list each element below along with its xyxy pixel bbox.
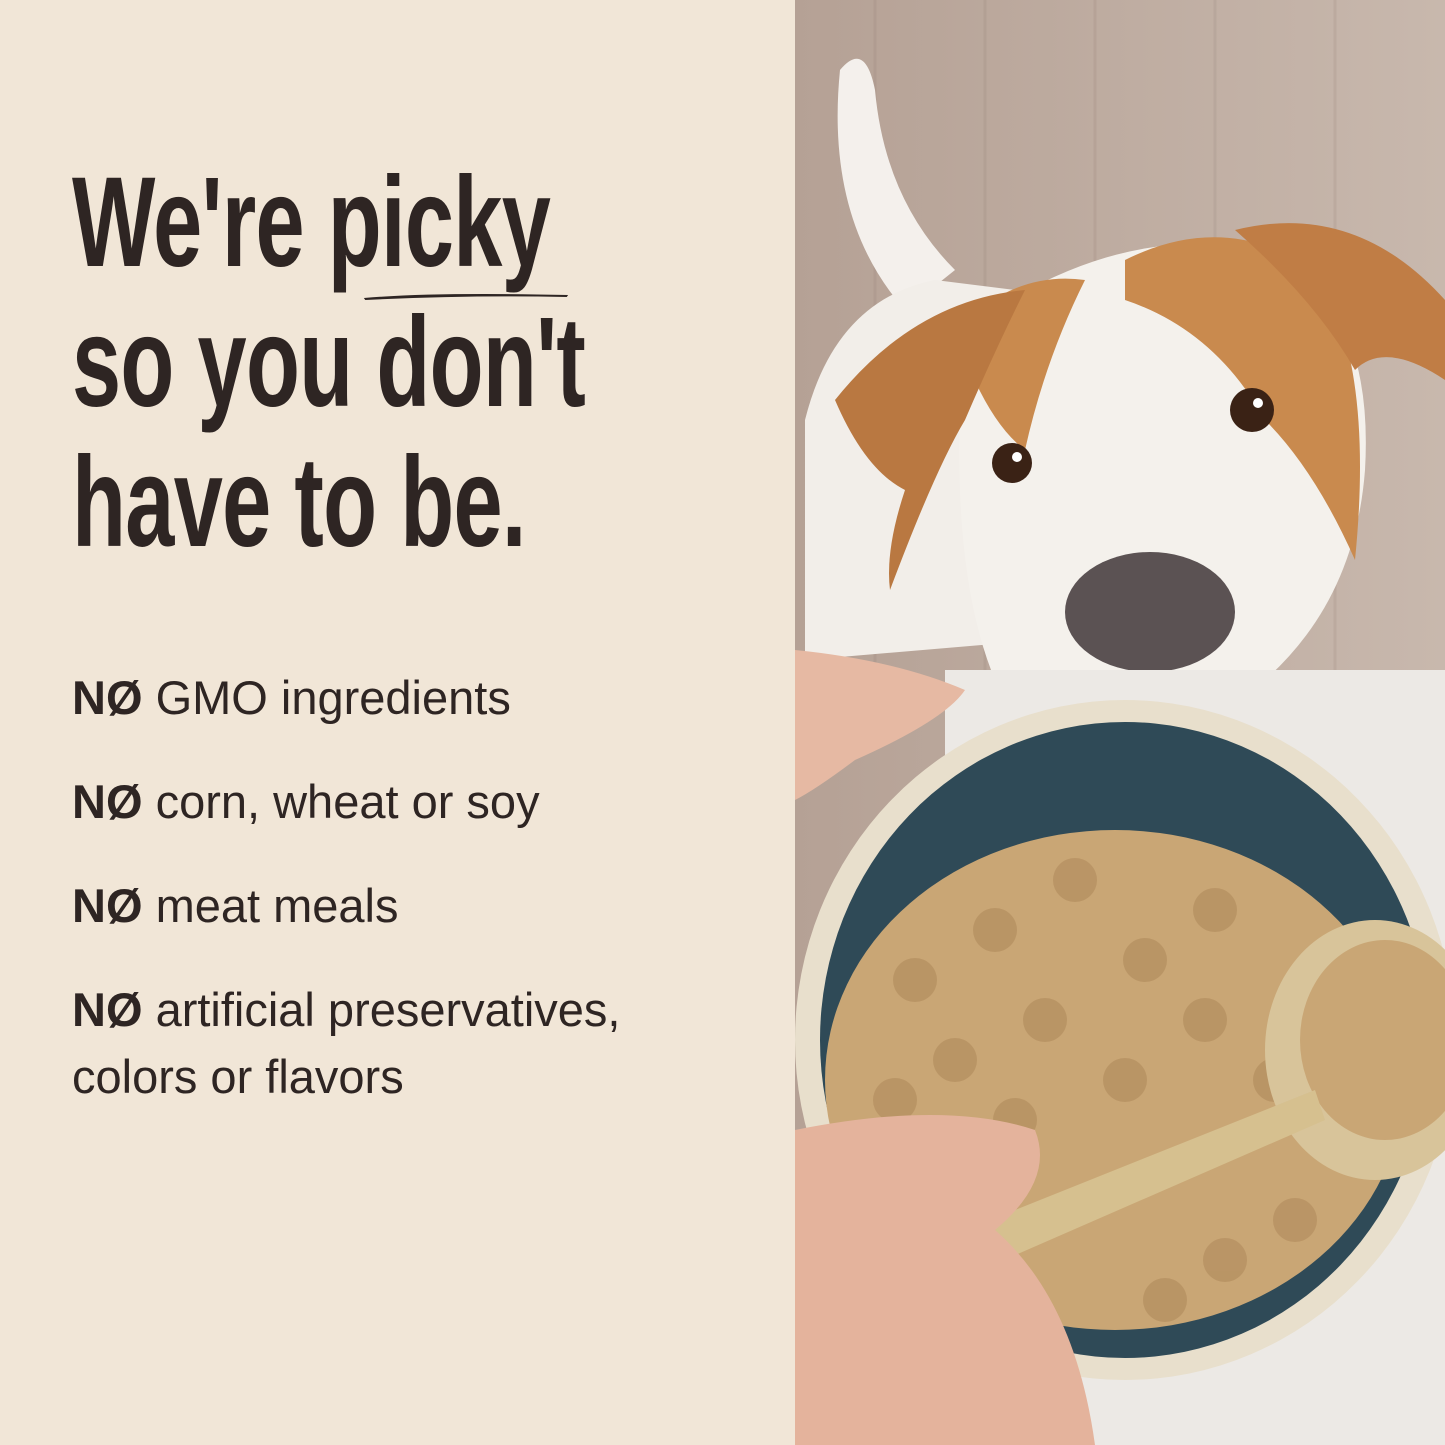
text-panel: We're picky so you don't have to be. NØ … xyxy=(72,152,752,1147)
headline-line-1: We're picky xyxy=(72,151,585,300)
headline: We're picky so you don't have to be. xyxy=(72,153,816,573)
scoop-handle xyxy=(915,1090,1325,1290)
claim-prefix: NØ xyxy=(72,879,143,932)
dog-food-illustration xyxy=(795,0,1445,1445)
hand-lower xyxy=(795,1115,1095,1445)
brush-underline-icon xyxy=(363,294,568,300)
claim-prefix: NØ xyxy=(72,775,143,828)
claim-item: NØ GMO ingredients xyxy=(72,664,752,731)
hand-upper xyxy=(795,650,965,800)
claim-item: NØ corn, wheat or soy xyxy=(72,768,752,835)
headline-emphasis: picky xyxy=(327,151,568,300)
claim-prefix: NØ xyxy=(72,983,143,1036)
claim-text: GMO ingredients xyxy=(155,671,511,724)
dog-ear-right xyxy=(1235,223,1445,380)
claim-item: NØ artificial preservatives, colors or f… xyxy=(72,976,732,1110)
dog-ear-left xyxy=(835,290,1025,590)
dog-photo xyxy=(795,0,1445,1445)
dog-eye-left xyxy=(992,443,1032,483)
dog-tail xyxy=(837,58,955,310)
claim-text: artificial preservatives, colors or flav… xyxy=(72,983,621,1103)
claim-text: meat meals xyxy=(155,879,399,932)
claim-prefix: NØ xyxy=(72,671,143,724)
headline-line-3: have to be. xyxy=(72,431,526,574)
headline-line-2: so you don't xyxy=(72,291,586,434)
headline-text: We're xyxy=(72,151,328,294)
dog-eye-right xyxy=(1230,388,1274,432)
dog-orange-patch-right xyxy=(1125,237,1360,561)
headline-emphasis-word: picky xyxy=(327,151,551,294)
claims-list: NØ GMO ingredients NØ corn, wheat or soy… xyxy=(72,664,752,1147)
claim-item: NØ meat meals xyxy=(72,872,752,939)
claim-text: corn, wheat or soy xyxy=(155,775,540,828)
dog-nose xyxy=(1065,552,1235,672)
